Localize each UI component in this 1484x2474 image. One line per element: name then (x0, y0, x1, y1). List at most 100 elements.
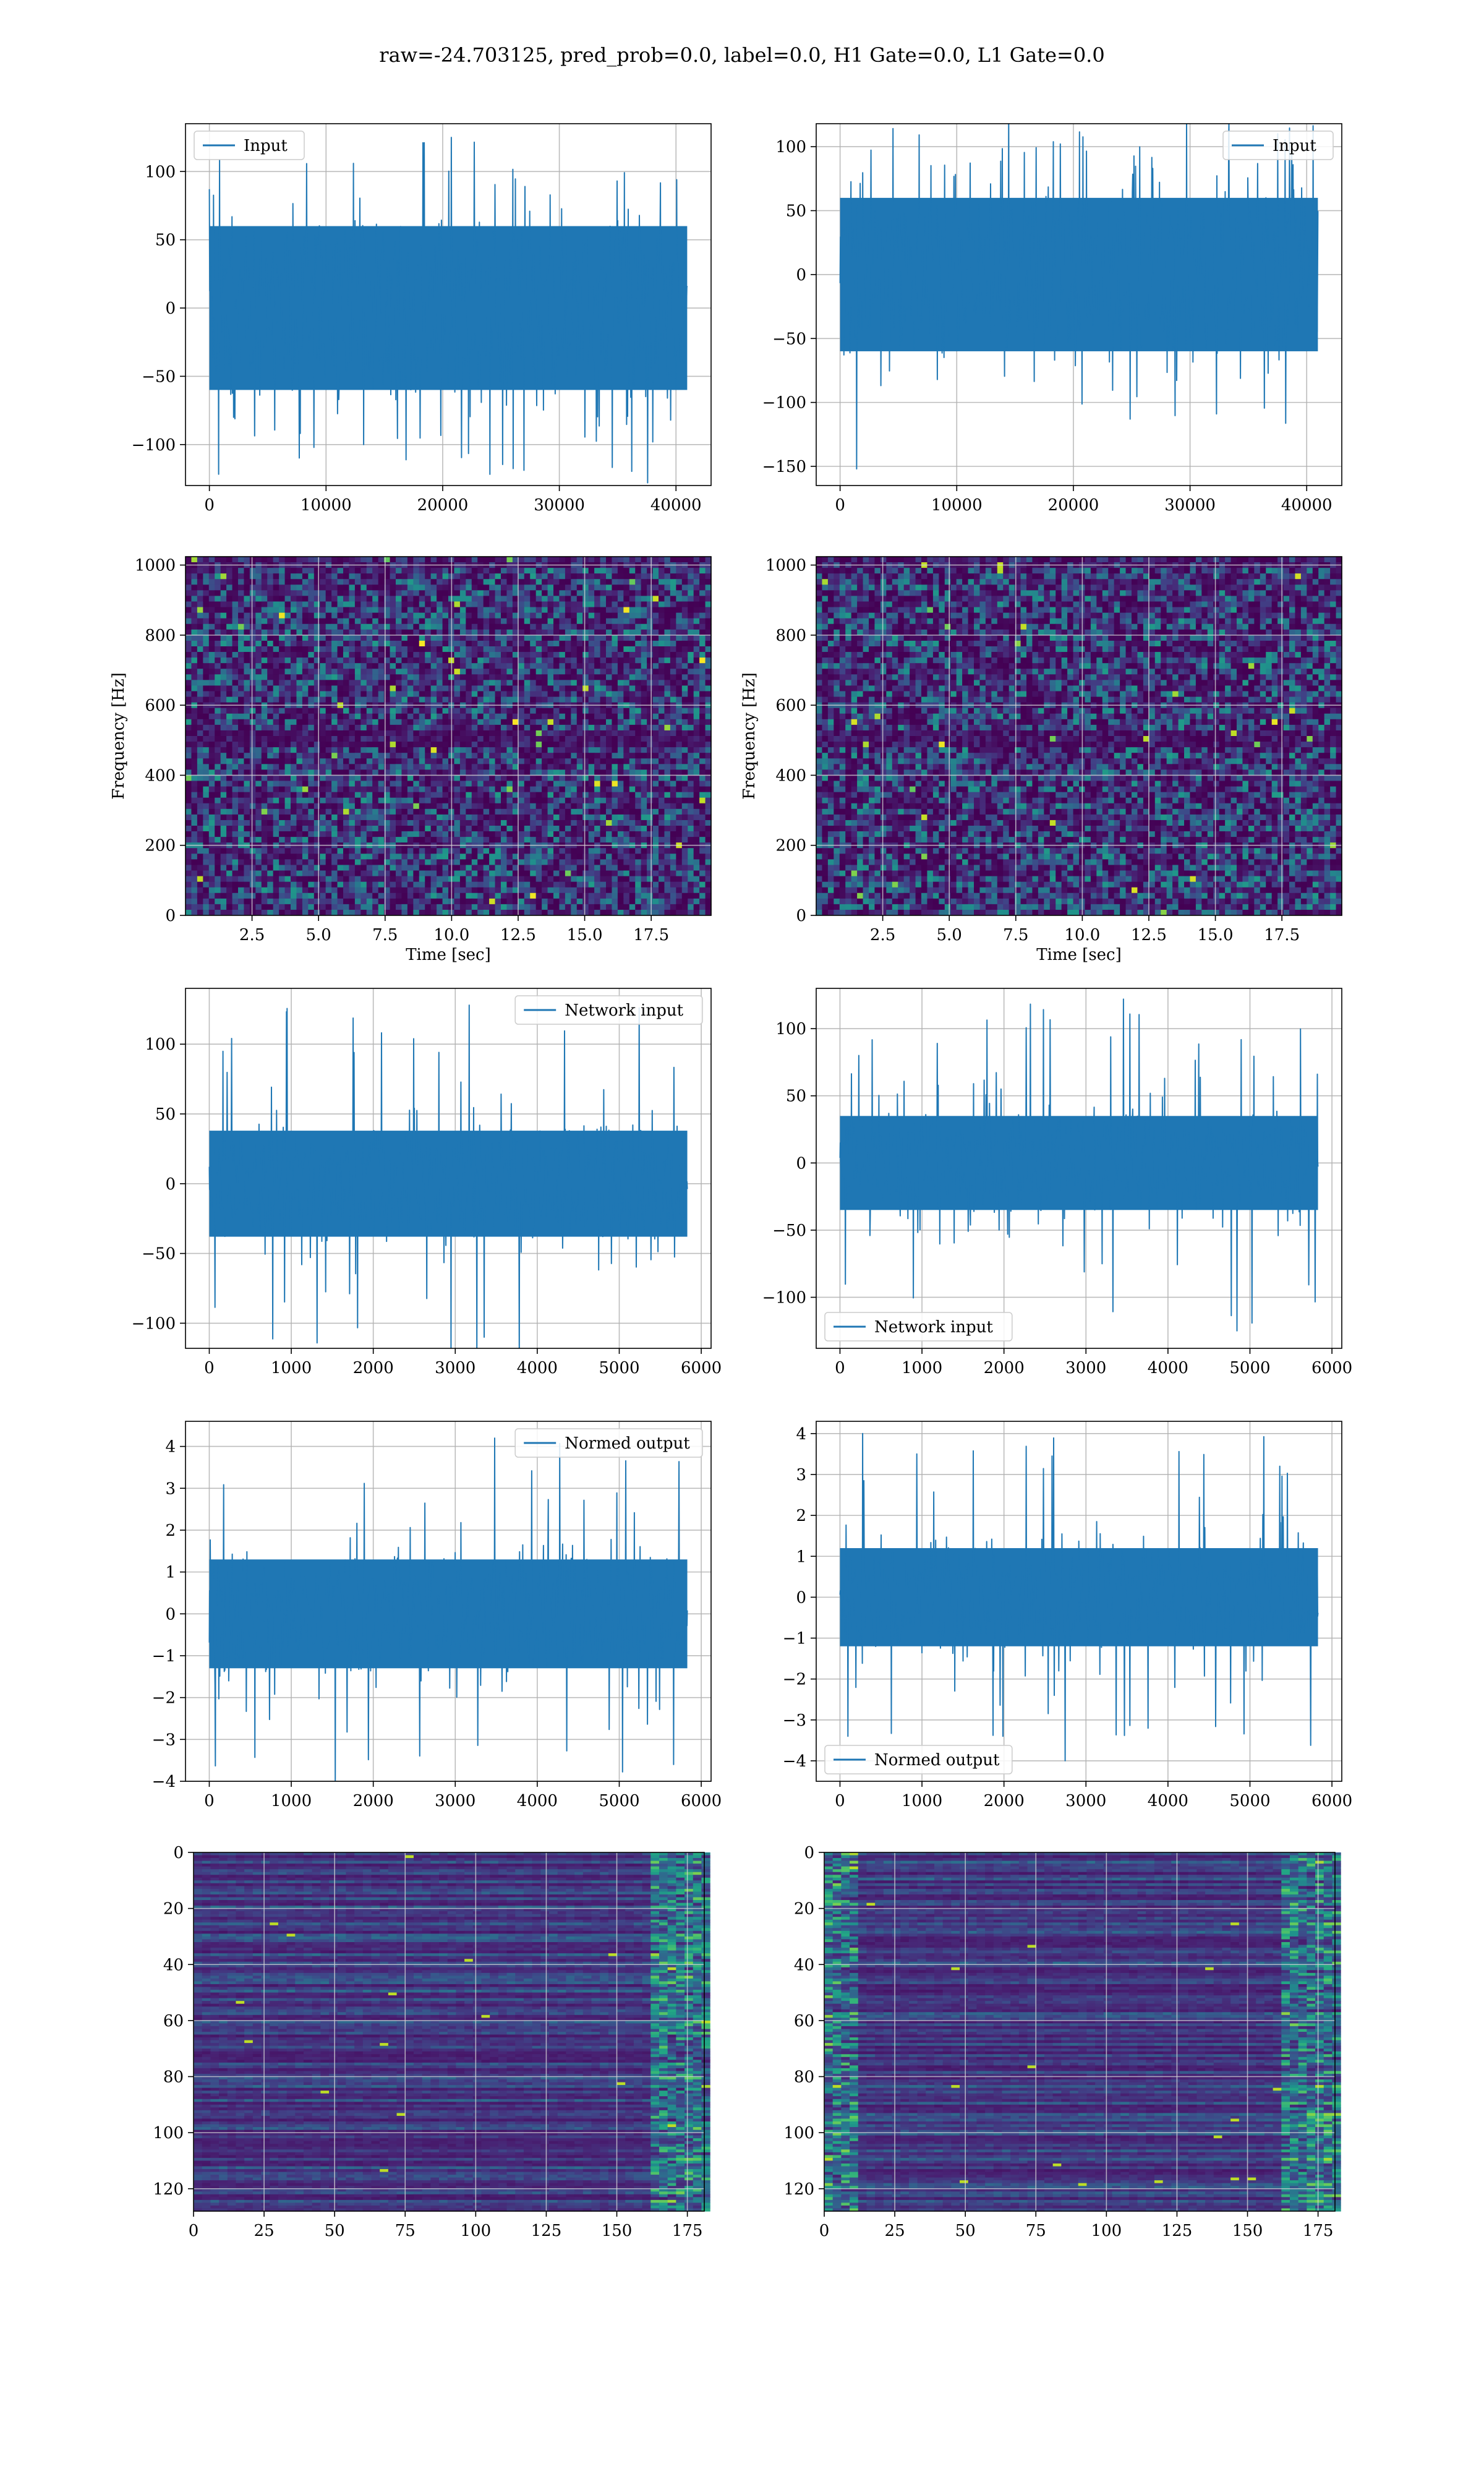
normed-output-right-legend-label: Normed output (874, 1751, 1000, 1770)
normed-output-right-xtick-label-1: 1000 (902, 1792, 942, 1810)
feature-map-right-image (824, 1852, 1341, 2212)
spectrogram-left-ytick-label-3: 600 (145, 696, 176, 715)
feature-map-right-xtick-label-2: 50 (955, 2222, 976, 2240)
feature-map-right-ytick-label-5: 100 (783, 2124, 814, 2142)
spectrogram-right-ytick-label-0: 0 (796, 907, 806, 925)
input-right-legend-label: Input (1273, 137, 1316, 155)
input-left-ytick-label-1: −50 (142, 367, 176, 386)
input-right-xtick-label-0: 0 (835, 496, 845, 515)
network-input-left-legend: Network input (515, 996, 702, 1024)
input-right-xtick-label-2: 20000 (1048, 496, 1099, 515)
spectrogram-right-ytick-label-3: 600 (775, 696, 806, 715)
spectrogram-right-xtick-label-4: 12.5 (1131, 926, 1167, 944)
network-input-right-xtick-label-1: 1000 (902, 1359, 942, 1377)
input-right-ytick-label-2: −50 (772, 330, 806, 348)
spectrogram-left-ytick-label-5: 1000 (135, 557, 176, 575)
normed-output-left-ytick-label-5: 1 (165, 1564, 176, 1582)
spectrogram-left-xtick-label-6: 17.5 (633, 926, 669, 944)
feature-map-left-xtick-label-2: 50 (325, 2222, 345, 2240)
spectrogram-left-ytick-label-0: 0 (165, 907, 176, 925)
feature-map-right-xtick-label-4: 100 (1091, 2222, 1122, 2240)
network-input-left-xtick-label-2: 2000 (353, 1359, 394, 1377)
normed-output-right-ytick-label-8: 4 (796, 1425, 806, 1444)
network-input-left-ytick-label-1: −50 (142, 1245, 176, 1264)
input-right-xtick-label-4: 40000 (1281, 496, 1333, 515)
normed-output-left-ytick-label-8: 4 (165, 1438, 176, 1457)
spectrogram-right-xlabel: Time [sec] (1036, 946, 1122, 964)
network-input-right-ytick-label-2: 0 (796, 1154, 806, 1173)
normed-output-left-ytick-label-3: −1 (152, 1647, 176, 1666)
input-left-ytick-label-0: −100 (132, 436, 176, 455)
normed-output-left-xtick-label-4: 4000 (517, 1792, 558, 1810)
figure-suptitle: raw=-24.703125, pred_prob=0.0, label=0.0… (379, 43, 1104, 67)
feature-map-left-ytick-label-1: 20 (163, 1900, 184, 1919)
spectrogram-right-xtick-label-2: 7.5 (1003, 926, 1028, 944)
network-input-right-ytick-label-3: 50 (786, 1087, 806, 1106)
normed-output-right-axes: 0 1000 2000 3000 4000 5000 6000−4−3−2−101234No… (783, 1421, 1353, 1810)
normed-output-right-xtick-label-5: 5000 (1229, 1792, 1270, 1810)
normed-output-left-ytick-label-4: 0 (165, 1605, 176, 1624)
feature-map-right-ytick-label-6: 120 (783, 2180, 814, 2199)
normed-output-left-ytick-label-7: 3 (165, 1479, 176, 1498)
feature-map-left-xtick-label-7: 175 (672, 2222, 703, 2240)
feature-map-left-ytick-label-5: 100 (153, 2124, 184, 2142)
feature-map-right-xtick-label-0: 0 (819, 2222, 830, 2240)
feature-map-left-ytick-label-0: 0 (173, 1844, 184, 1862)
network-input-left-xtick-label-4: 4000 (517, 1359, 558, 1377)
input-left-xtick-label-3: 30000 (534, 496, 585, 515)
network-input-right-legend-label: Network input (874, 1318, 993, 1337)
feature-map-left-xtick-label-0: 0 (189, 2222, 199, 2240)
normed-output-right-xtick-label-2: 2000 (984, 1792, 1025, 1810)
input-left-ytick-label-2: 0 (165, 299, 176, 318)
normed-output-left-ytick-label-1: −3 (152, 1731, 176, 1749)
input-right-ytick-label-3: 0 (796, 266, 806, 285)
feature-map-left-xtick-label-4: 100 (461, 2222, 492, 2240)
feature-map-left-image (194, 1852, 710, 2212)
input-left-ytick-label-3: 50 (155, 231, 176, 250)
normed-output-right-ytick-label-6: 2 (796, 1507, 806, 1525)
normed-output-left-xtick-label-1: 1000 (271, 1792, 312, 1810)
spectrogram-left-ytick-label-1: 200 (145, 837, 176, 855)
feature-map-right-xtick-label-5: 125 (1162, 2222, 1193, 2240)
input-right-ytick-label-5: 100 (775, 138, 806, 156)
feature-map-left-ytick-label-4: 80 (163, 2068, 184, 2087)
input-right-ytick-label-1: −100 (762, 394, 806, 413)
normed-output-right-ytick-label-7: 3 (796, 1466, 806, 1484)
normed-output-left-legend: Normed output (515, 1429, 702, 1457)
input-left-xtick-label-0: 0 (204, 496, 215, 515)
spectrogram-left-xlabel: Time [sec] (406, 946, 491, 964)
spectrogram-right-ytick-label-2: 400 (775, 766, 806, 785)
network-input-right-ytick-label-1: −50 (772, 1222, 806, 1240)
network-input-right-xtick-label-5: 5000 (1229, 1359, 1270, 1377)
spectrogram-left-xtick-label-4: 12.5 (500, 926, 536, 944)
normed-output-left-ytick-label-6: 2 (165, 1522, 176, 1540)
network-input-left-xtick-label-1: 1000 (271, 1359, 312, 1377)
network-input-left-ytick-label-0: −100 (132, 1314, 176, 1333)
feature-map-right-xtick-label-3: 75 (1026, 2222, 1046, 2240)
network-input-right-legend: Network input (825, 1312, 1012, 1341)
normed-output-left-xtick-label-2: 2000 (353, 1792, 394, 1810)
spectrogram-right-ytick-label-4: 800 (775, 627, 806, 645)
spectrogram-left-image (186, 557, 712, 916)
normed-output-right-xtick-label-3: 3000 (1065, 1792, 1106, 1810)
feature-map-right-xtick-label-6: 150 (1232, 2222, 1263, 2240)
network-input-right-ytick-label-0: −100 (762, 1288, 806, 1307)
spectrogram-right-ytick-label-1: 200 (775, 837, 806, 855)
normed-output-left-xtick-label-5: 5000 (599, 1792, 639, 1810)
network-input-left-ytick-label-4: 100 (145, 1035, 176, 1054)
input-left-legend: Input (194, 131, 304, 160)
input-left-xtick-label-4: 40000 (650, 496, 702, 515)
feature-map-left-ytick-label-6: 120 (153, 2180, 184, 2199)
input-right-xtick-label-1: 10000 (931, 496, 983, 515)
spectrogram-left-xtick-label-1: 5.0 (306, 926, 331, 944)
input-left-xtick-label-1: 10000 (301, 496, 352, 515)
spectrogram-left-xtick-label-5: 15.0 (567, 926, 603, 944)
feature-map-right-ytick-label-4: 80 (794, 2068, 814, 2087)
network-input-left-legend-label: Network input (565, 1001, 683, 1020)
network-input-left-xtick-label-0: 0 (204, 1359, 215, 1377)
